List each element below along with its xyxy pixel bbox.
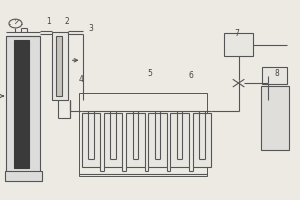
Text: 7: 7: [235, 29, 239, 38]
Bar: [224, 33, 254, 56]
Text: 4: 4: [79, 75, 84, 84]
Bar: [104, 113, 122, 167]
Text: 3: 3: [88, 24, 93, 33]
Bar: [170, 113, 189, 167]
Bar: [79, 93, 208, 176]
Bar: [52, 32, 68, 100]
Text: 1: 1: [46, 17, 51, 26]
Text: 6: 6: [189, 71, 194, 80]
Text: 2: 2: [64, 17, 69, 26]
Bar: [4, 171, 41, 181]
Bar: [262, 67, 287, 84]
Bar: [193, 113, 211, 167]
Bar: [56, 36, 62, 96]
Bar: [261, 86, 289, 150]
Bar: [126, 113, 145, 167]
Bar: [148, 113, 167, 167]
Bar: [6, 36, 40, 171]
Bar: [14, 40, 29, 168]
Bar: [82, 113, 100, 167]
Text: 8: 8: [275, 69, 280, 78]
Text: 5: 5: [147, 69, 152, 78]
